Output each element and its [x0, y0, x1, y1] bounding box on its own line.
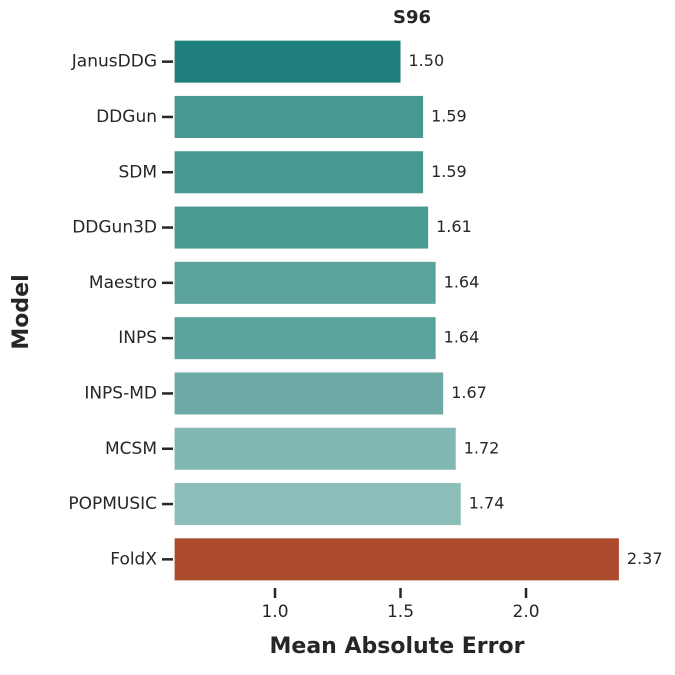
- value-label: 2.37: [627, 549, 663, 568]
- y-tick-label: DDGun: [96, 107, 157, 127]
- bar: [174, 372, 444, 415]
- y-axis-label: Model: [9, 274, 34, 349]
- y-tick-label: JanusDDG: [71, 52, 157, 72]
- x-tick-label: 1.0: [261, 602, 288, 622]
- value-label: 1.50: [409, 51, 445, 70]
- bar: [174, 483, 461, 526]
- y-tick-label: FoldX: [110, 549, 157, 569]
- y-tick-label: DDGun3D: [72, 218, 157, 238]
- bar: [174, 95, 424, 138]
- value-label: 1.61: [436, 217, 472, 236]
- y-tick-label: MCSM: [105, 439, 157, 459]
- chart-title: S96: [393, 7, 431, 28]
- bar: [174, 206, 429, 249]
- bar: [174, 317, 436, 360]
- value-label: 1.74: [469, 494, 505, 513]
- bar: [174, 40, 401, 83]
- bar: [174, 261, 436, 304]
- y-tick-label: INPS: [118, 328, 157, 348]
- value-label: 1.64: [444, 272, 480, 291]
- value-label: 1.59: [431, 106, 467, 125]
- bar: [174, 427, 456, 470]
- y-tick-label: SDM: [118, 162, 157, 182]
- y-tick-label: POPMUSIC: [68, 494, 157, 514]
- value-label: 1.67: [451, 383, 487, 402]
- x-tick-label: 2.0: [513, 602, 540, 622]
- bar: [174, 151, 424, 194]
- x-axis-label: Mean Absolute Error: [270, 634, 525, 659]
- value-label: 1.64: [444, 328, 480, 347]
- y-tick-label: Maestro: [89, 273, 157, 293]
- value-label: 1.72: [464, 438, 500, 457]
- bar: [174, 538, 619, 581]
- y-tick-label: INPS-MD: [84, 383, 157, 403]
- x-tick-label: 1.5: [387, 602, 414, 622]
- value-label: 1.59: [431, 162, 467, 181]
